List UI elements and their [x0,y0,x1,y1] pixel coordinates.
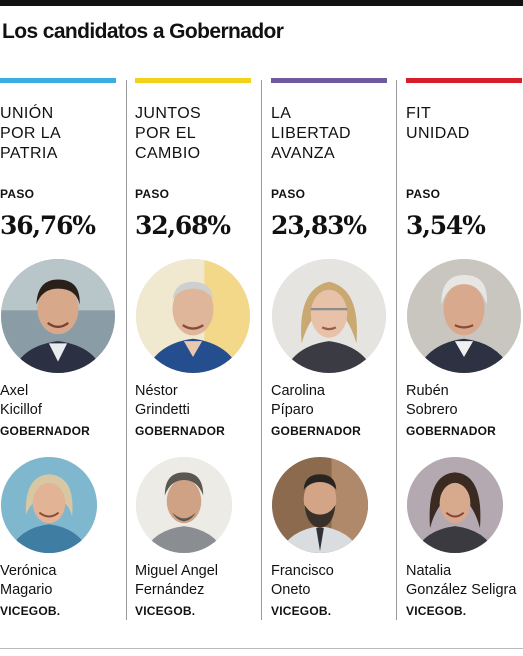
governor-name-line: Néstor [135,383,178,399]
governor-name-line: Kicillof [0,402,42,418]
governor-role: GOBERNADOR [0,424,91,438]
vice-governor-name-line: Verónica [0,563,57,579]
vice-governor-role: VICEGOB. [406,604,467,618]
party-name-line: JUNTOS [135,105,202,122]
vice-governor-name-line: Magario [0,582,53,598]
column-divider [126,80,127,620]
governor-photo [272,259,386,373]
governor-photo [1,259,115,373]
page-title: Los candidatos a Gobernador [2,20,284,43]
vice-governor-name: Miguel Angel Fernández [135,562,218,600]
paso-percentage: 23,83% [271,211,367,240]
candidate-column-la-libertad-avanza: LA LIBERTAD AVANZA PASO 23,83% Carolina … [271,78,388,620]
party-name-line: LA [271,105,292,122]
governor-name: Carolina Píparo [271,382,325,420]
governor-name: Néstor Grindetti [135,382,190,420]
party-name-line: FIT [406,105,432,122]
party-name-line: POR LA [0,125,62,142]
party-color-bar [271,78,387,83]
party-name: JUNTOS POR EL CAMBIO [135,104,201,164]
party-name-line: PATRIA [0,145,58,162]
vice-governor-name-line: Fernández [135,582,205,598]
column-divider [261,80,262,620]
vice-governor-name-line: Natalia [406,563,452,579]
paso-percentage: 36,76% [0,211,96,240]
governor-photo [136,259,250,373]
party-name-line: UNIDAD [406,125,470,142]
vice-governor-photo [1,457,97,553]
top-rule [0,0,523,6]
vice-governor-photo [407,457,503,553]
vice-governor-name-line: González Seligra [406,582,517,598]
vice-governor-role: VICEGOB. [271,604,332,618]
vice-governor-name: Verónica Magario [0,562,56,600]
governor-name: Rubén Sobrero [406,382,458,420]
candidate-column-union-por-la-patria: UNIÓN POR LA PATRIA PASO 36,76% Axel Kic… [0,78,117,620]
vice-governor-role: VICEGOB. [135,604,196,618]
vice-governor-role: VICEGOB. [0,604,61,618]
governor-name: Axel Kicillof [0,382,42,420]
party-name-line: LIBERTAD [271,125,351,142]
vice-governor-name: Natalia González Seligra [406,562,516,600]
candidate-column-fit-unidad: FIT UNIDAD PASO 3,54% Rubén Sobrero GOBE… [406,78,523,620]
paso-label: PASO [406,187,441,201]
paso-percentage: 3,54% [406,211,486,240]
paso-label: PASO [271,187,306,201]
party-name: UNIÓN POR LA PATRIA [0,104,61,164]
paso-label: PASO [0,187,35,201]
paso-label: PASO [135,187,170,201]
party-color-bar [406,78,522,83]
governor-role: GOBERNADOR [406,424,497,438]
vice-governor-name-line: Miguel Angel [135,563,219,579]
party-name-line: POR EL [135,125,197,142]
governor-name-line: Grindetti [135,402,190,418]
party-name: LA LIBERTAD AVANZA [271,104,351,164]
vice-governor-name: Francisco Oneto [271,562,334,600]
governor-name-line: Axel [0,383,29,399]
governor-name-line: Sobrero [406,402,458,418]
governor-photo [407,259,521,373]
party-name: FIT UNIDAD [406,104,470,144]
governor-name-line: Rubén [406,383,449,399]
governor-role: GOBERNADOR [271,424,362,438]
bottom-rule [0,648,523,649]
party-color-bar [0,78,116,83]
governor-role: GOBERNADOR [135,424,226,438]
party-name-line: UNIÓN [0,105,54,122]
governor-name-line: Píparo [271,402,314,418]
vice-governor-photo [136,457,232,553]
party-name-line: CAMBIO [135,145,201,162]
vice-governor-name-line: Francisco [271,563,334,579]
paso-percentage: 32,68% [135,211,231,240]
party-name-line: AVANZA [271,145,336,162]
vice-governor-photo [272,457,368,553]
vice-governor-name-line: Oneto [271,582,311,598]
column-divider [396,80,397,620]
governor-name-line: Carolina [271,383,325,399]
party-color-bar [135,78,251,83]
candidate-column-juntos-por-el-cambio: JUNTOS POR EL CAMBIO PASO 32,68% Néstor … [135,78,252,620]
